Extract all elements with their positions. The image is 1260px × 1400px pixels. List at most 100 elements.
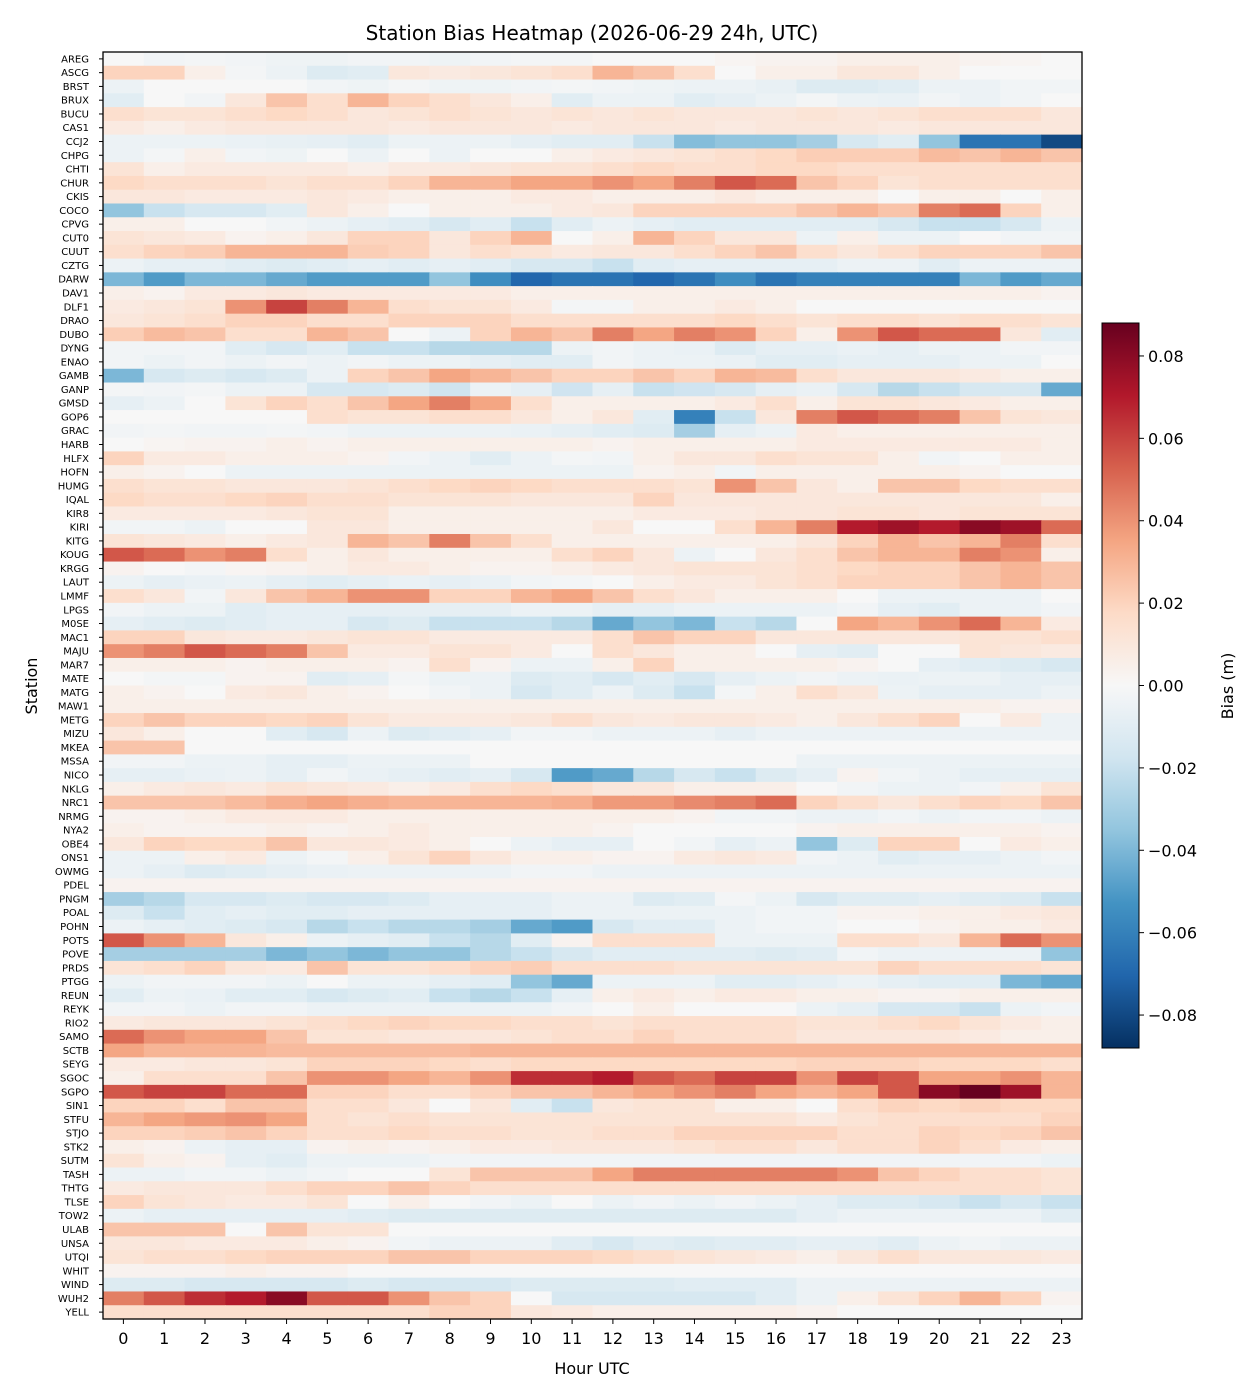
y-tick-label: NRMG — [58, 812, 89, 823]
heatmap-cell — [674, 93, 716, 108]
heatmap-cell — [592, 396, 634, 411]
heatmap-cell — [959, 1181, 1002, 1196]
heatmap-cell — [225, 299, 267, 315]
heatmap-cell — [755, 919, 798, 934]
heatmap-cell — [755, 1016, 798, 1031]
y-tick-label: KOUG — [60, 550, 89, 561]
heatmap-cell — [103, 492, 145, 508]
heatmap-cell — [103, 699, 145, 714]
heatmap-cell — [674, 534, 716, 549]
heatmap-cell — [184, 286, 226, 301]
heatmap-cell — [837, 740, 879, 755]
heatmap-cell — [184, 299, 226, 315]
heatmap-cell — [878, 1277, 920, 1293]
heatmap-cell — [755, 189, 798, 205]
heatmap-cell — [1000, 286, 1042, 301]
heatmap-cell — [143, 1139, 186, 1155]
heatmap-cell — [633, 175, 675, 191]
heatmap-cell — [633, 134, 675, 149]
heatmap-cell — [510, 561, 553, 576]
heatmap-cell — [633, 1250, 675, 1265]
heatmap-cell — [143, 1029, 186, 1045]
heatmap-cell — [470, 1126, 512, 1141]
heatmap-cell — [918, 120, 961, 136]
heatmap-cell — [266, 1195, 308, 1210]
heatmap-cell — [918, 644, 961, 659]
heatmap-cell — [266, 1277, 308, 1293]
heatmap-cell — [184, 258, 226, 273]
y-tick-label: PNGM — [59, 894, 89, 905]
heatmap-cell — [184, 960, 226, 976]
heatmap-cell — [878, 231, 920, 246]
heatmap-cell — [837, 561, 879, 576]
heatmap-cell — [510, 52, 553, 67]
heatmap-cell — [633, 313, 675, 329]
heatmap-cell — [103, 534, 145, 549]
heatmap-cell — [103, 189, 145, 205]
x-tick-label: 3 — [241, 1329, 251, 1348]
heatmap-cell — [1041, 1016, 1083, 1031]
heatmap-cell — [347, 423, 390, 439]
y-tick-label: KIR8 — [66, 509, 89, 520]
heatmap-cell — [184, 1016, 226, 1031]
heatmap-cell — [103, 1002, 145, 1017]
heatmap-cell — [143, 1112, 186, 1127]
heatmap-cell — [959, 947, 1002, 962]
heatmap-cell — [1000, 162, 1042, 177]
heatmap-cell — [755, 341, 798, 356]
heatmap-cell — [143, 175, 186, 191]
heatmap-cell — [1041, 547, 1083, 563]
heatmap-cell — [551, 892, 594, 907]
heatmap-cell — [592, 506, 634, 521]
heatmap-cell — [510, 299, 553, 315]
heatmap-cell — [143, 107, 186, 122]
heatmap-cell — [347, 1195, 390, 1210]
heatmap-cell — [755, 1250, 798, 1265]
heatmap-cell — [470, 272, 512, 287]
heatmap-cell — [306, 960, 349, 976]
heatmap-cell — [551, 313, 594, 329]
colorbar-ticks: 0.080.060.040.020.00−0.02−0.04−0.06−0.08 — [1139, 347, 1197, 1025]
heatmap-cell — [347, 1222, 390, 1237]
heatmap-cell — [1000, 602, 1042, 618]
heatmap-cell — [266, 671, 308, 687]
heatmap-cell — [143, 726, 186, 742]
heatmap-cell — [1000, 836, 1042, 852]
heatmap-cell — [878, 1236, 920, 1251]
heatmap-cell — [796, 864, 838, 879]
heatmap-cell — [796, 492, 838, 508]
heatmap-cell — [103, 547, 145, 563]
heatmap-cell — [143, 1222, 186, 1237]
heatmap-cell — [103, 823, 145, 838]
heatmap-cell — [674, 492, 716, 508]
heatmap-cell — [143, 644, 186, 659]
heatmap-cell — [755, 52, 798, 67]
heatmap-cell — [184, 561, 226, 576]
heatmap-cell — [470, 79, 512, 94]
heatmap-cell — [837, 1084, 879, 1100]
heatmap-cell — [143, 740, 186, 755]
heatmap-cell — [918, 933, 961, 948]
heatmap-cell — [755, 726, 798, 742]
heatmap-cell — [1041, 231, 1083, 246]
heatmap-cell — [470, 354, 512, 370]
heatmap-cell — [184, 175, 226, 191]
heatmap-cell — [674, 1181, 716, 1196]
heatmap-cell — [143, 506, 186, 521]
heatmap-cell — [470, 107, 512, 122]
heatmap-cell — [918, 313, 961, 329]
heatmap-cell — [184, 1139, 226, 1155]
heatmap-cell — [633, 726, 675, 742]
heatmap-cell — [878, 299, 920, 315]
heatmap-cell — [878, 685, 920, 700]
heatmap-cell — [388, 520, 430, 535]
heatmap-cell — [592, 134, 634, 149]
heatmap-cell — [878, 1016, 920, 1031]
heatmap-cell — [714, 836, 757, 852]
heatmap-cell — [796, 368, 838, 384]
heatmap-cell — [388, 1222, 430, 1237]
heatmap-cell — [837, 1263, 879, 1279]
heatmap-cell — [1000, 451, 1042, 466]
y-tick-label: POHN — [60, 922, 89, 933]
heatmap-cell — [1041, 1263, 1083, 1279]
